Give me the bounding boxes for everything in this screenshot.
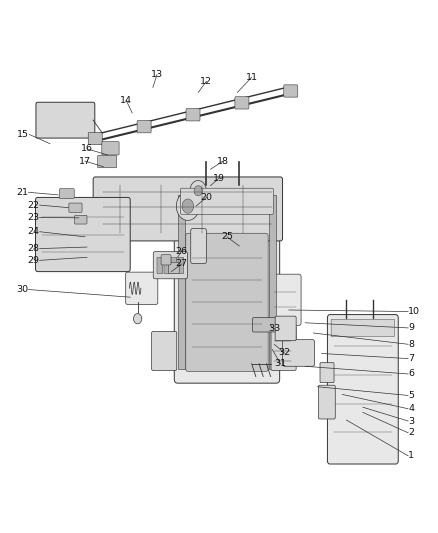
FancyBboxPatch shape (191, 229, 206, 263)
Text: 22: 22 (28, 200, 39, 209)
Text: 6: 6 (408, 369, 414, 378)
FancyBboxPatch shape (178, 257, 184, 273)
Text: 30: 30 (16, 285, 28, 294)
Circle shape (177, 192, 199, 221)
FancyBboxPatch shape (283, 340, 314, 366)
FancyBboxPatch shape (328, 314, 398, 464)
FancyBboxPatch shape (102, 142, 119, 155)
FancyBboxPatch shape (35, 197, 130, 272)
FancyBboxPatch shape (252, 318, 282, 332)
FancyBboxPatch shape (60, 189, 74, 198)
Text: 9: 9 (408, 324, 414, 333)
Text: 14: 14 (120, 96, 132, 104)
FancyBboxPatch shape (126, 272, 158, 304)
FancyBboxPatch shape (171, 257, 177, 273)
FancyBboxPatch shape (320, 362, 334, 383)
Text: 8: 8 (408, 340, 414, 349)
FancyBboxPatch shape (169, 262, 179, 273)
Circle shape (190, 181, 206, 201)
FancyBboxPatch shape (157, 257, 163, 273)
Text: 11: 11 (246, 72, 258, 82)
FancyBboxPatch shape (93, 177, 283, 241)
FancyBboxPatch shape (186, 109, 200, 121)
Circle shape (182, 199, 194, 213)
Text: 17: 17 (79, 157, 91, 166)
FancyBboxPatch shape (98, 156, 117, 168)
Text: 19: 19 (213, 174, 225, 183)
Text: 12: 12 (201, 77, 212, 86)
Text: 23: 23 (28, 213, 39, 222)
Text: 21: 21 (17, 188, 28, 197)
Text: 16: 16 (81, 144, 93, 154)
Text: 31: 31 (275, 359, 286, 368)
Text: 32: 32 (278, 348, 290, 357)
Text: 3: 3 (408, 416, 414, 425)
FancyBboxPatch shape (69, 203, 82, 212)
Circle shape (134, 313, 142, 324)
Text: 1: 1 (408, 451, 414, 461)
FancyBboxPatch shape (180, 188, 273, 214)
Text: 13: 13 (151, 70, 163, 79)
Text: 27: 27 (176, 260, 187, 269)
FancyBboxPatch shape (74, 215, 87, 224)
FancyBboxPatch shape (271, 326, 296, 370)
Text: 28: 28 (28, 244, 39, 253)
FancyBboxPatch shape (152, 332, 177, 370)
Text: 18: 18 (217, 157, 229, 166)
FancyBboxPatch shape (153, 252, 187, 279)
FancyBboxPatch shape (270, 274, 301, 325)
Text: 2: 2 (408, 429, 414, 437)
FancyBboxPatch shape (36, 102, 95, 138)
Text: 15: 15 (18, 130, 29, 139)
FancyBboxPatch shape (318, 385, 335, 419)
Text: 10: 10 (408, 307, 420, 316)
FancyBboxPatch shape (174, 181, 280, 383)
Circle shape (194, 185, 202, 196)
Text: 4: 4 (408, 404, 414, 413)
Text: 29: 29 (28, 256, 39, 265)
FancyBboxPatch shape (177, 195, 185, 369)
FancyBboxPatch shape (161, 255, 171, 265)
FancyBboxPatch shape (164, 257, 170, 273)
FancyBboxPatch shape (235, 97, 249, 109)
FancyBboxPatch shape (186, 233, 268, 372)
FancyBboxPatch shape (331, 319, 395, 337)
Text: 5: 5 (408, 391, 414, 400)
FancyBboxPatch shape (275, 316, 296, 341)
FancyBboxPatch shape (88, 132, 102, 145)
Text: 24: 24 (28, 227, 39, 236)
FancyBboxPatch shape (284, 85, 298, 97)
Text: 25: 25 (221, 232, 233, 241)
FancyBboxPatch shape (137, 120, 151, 133)
Text: 33: 33 (268, 325, 280, 334)
Text: 7: 7 (408, 354, 414, 363)
Text: 26: 26 (176, 247, 187, 256)
Text: 20: 20 (201, 193, 212, 202)
FancyBboxPatch shape (269, 195, 276, 369)
